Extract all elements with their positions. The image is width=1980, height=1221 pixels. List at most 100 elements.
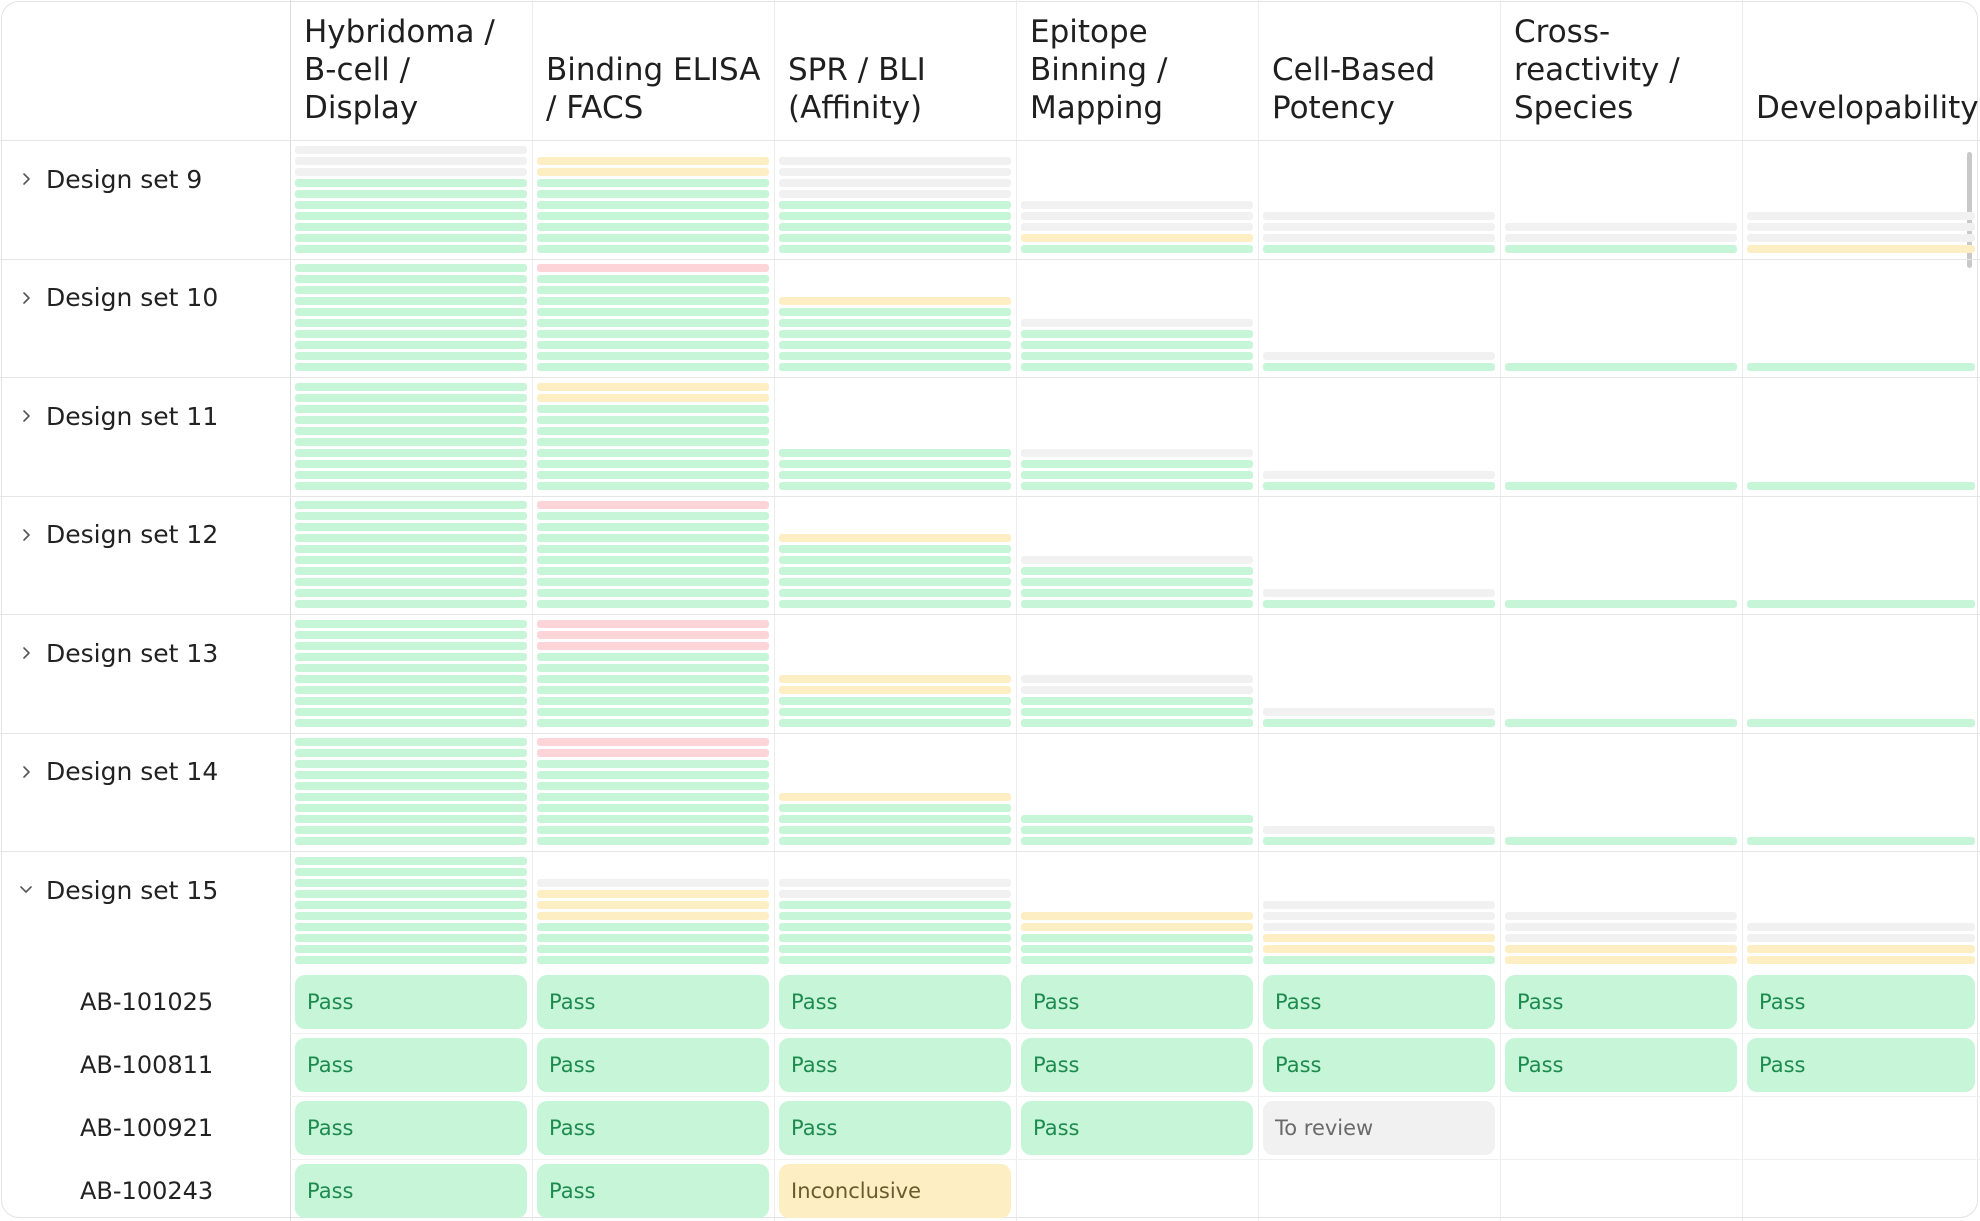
- status-bar-to-review[interactable]: [1505, 922, 1737, 931]
- design-set-row-header[interactable]: Design set 11: [0, 386, 290, 446]
- status-bar-inconclusive[interactable]: [537, 911, 769, 920]
- status-bar-pass[interactable]: [1021, 481, 1253, 490]
- status-bar-pass[interactable]: [779, 459, 1011, 468]
- status-bar-pass[interactable]: [295, 804, 527, 812]
- result-pill-pass[interactable]: Pass: [779, 1037, 1011, 1092]
- status-bar-pass[interactable]: [779, 448, 1011, 457]
- chevron-right-icon[interactable]: [13, 403, 39, 429]
- status-bar-fail[interactable]: [537, 641, 769, 650]
- status-bar-to-review[interactable]: [1747, 933, 1975, 942]
- status-bar-pass[interactable]: [1021, 944, 1253, 953]
- status-bar-pass[interactable]: [1021, 955, 1253, 964]
- status-bar-pass[interactable]: [1021, 459, 1253, 468]
- status-bar-pass[interactable]: [1021, 244, 1253, 253]
- status-bar-pass[interactable]: [295, 567, 527, 575]
- column-header[interactable]: Cross- reactivity / Species: [1500, 0, 1742, 139]
- result-pill-pass[interactable]: Pass: [779, 974, 1011, 1029]
- status-bar-to-review[interactable]: [1263, 222, 1495, 231]
- status-bar-pass[interactable]: [779, 589, 1011, 597]
- status-bar-pass[interactable]: [295, 330, 527, 338]
- column-header[interactable]: Developability: [1742, 0, 1980, 139]
- chevron-right-icon[interactable]: [13, 166, 39, 192]
- status-bar-pass[interactable]: [1505, 718, 1737, 727]
- status-bar-pass[interactable]: [537, 437, 769, 446]
- status-bar-inconclusive[interactable]: [779, 685, 1011, 694]
- status-bar-pass[interactable]: [779, 481, 1011, 490]
- status-bar-pass[interactable]: [537, 578, 769, 586]
- status-bar-to-review[interactable]: [1021, 200, 1253, 209]
- status-bar-pass[interactable]: [1505, 481, 1737, 490]
- status-bar-to-review[interactable]: [1263, 352, 1495, 360]
- status-bar-inconclusive[interactable]: [1021, 233, 1253, 242]
- status-bar-pass[interactable]: [537, 771, 769, 779]
- status-bar-pass[interactable]: [537, 685, 769, 694]
- column-header[interactable]: Binding ELISA / FACS: [532, 0, 774, 139]
- status-bar-pass[interactable]: [295, 308, 527, 316]
- status-bar-pass[interactable]: [295, 481, 527, 490]
- status-bar-inconclusive[interactable]: [537, 167, 769, 176]
- status-bar-pass[interactable]: [537, 352, 769, 360]
- design-set-row-header[interactable]: Design set 12: [0, 505, 290, 565]
- status-bar-pass[interactable]: [295, 448, 527, 457]
- status-bar-pass[interactable]: [295, 297, 527, 305]
- status-bar-pass[interactable]: [537, 815, 769, 823]
- status-bar-pass[interactable]: [537, 330, 769, 338]
- status-bar-to-review[interactable]: [1263, 922, 1495, 931]
- status-bar-pass[interactable]: [295, 534, 527, 542]
- status-bar-pass[interactable]: [537, 459, 769, 468]
- status-bar-pass[interactable]: [295, 382, 527, 391]
- status-bar-pass[interactable]: [295, 922, 527, 931]
- status-bar-pass[interactable]: [295, 178, 527, 187]
- status-bar-pass[interactable]: [295, 545, 527, 553]
- result-pill-pass[interactable]: Pass: [537, 1163, 769, 1218]
- status-bar-pass[interactable]: [1263, 363, 1495, 371]
- status-bar-pass[interactable]: [779, 911, 1011, 920]
- status-bar-to-review[interactable]: [1505, 911, 1737, 920]
- status-bar-pass[interactable]: [1263, 718, 1495, 727]
- chevron-right-icon[interactable]: [13, 522, 39, 548]
- status-bar-pass[interactable]: [295, 815, 527, 823]
- status-bar-to-review[interactable]: [1747, 233, 1975, 242]
- status-bar-pass[interactable]: [1021, 815, 1253, 823]
- column-header[interactable]: SPR / BLI (Affinity): [774, 0, 1016, 139]
- status-bar-pass[interactable]: [1747, 718, 1975, 727]
- status-bar-pass[interactable]: [295, 233, 527, 242]
- candidate-id[interactable]: AB-101025: [80, 987, 214, 1016]
- status-bar-pass[interactable]: [537, 663, 769, 672]
- status-bar-pass[interactable]: [779, 600, 1011, 608]
- status-bar-inconclusive[interactable]: [537, 889, 769, 898]
- chevron-right-icon[interactable]: [13, 759, 39, 785]
- status-bar-pass[interactable]: [537, 426, 769, 435]
- status-bar-pass[interactable]: [1021, 470, 1253, 479]
- status-bar-inconclusive[interactable]: [1021, 922, 1253, 931]
- status-bar-pass[interactable]: [295, 578, 527, 586]
- status-bar-pass[interactable]: [537, 244, 769, 253]
- status-bar-pass[interactable]: [537, 512, 769, 520]
- status-bar-pass[interactable]: [295, 415, 527, 424]
- status-bar-to-review[interactable]: [1263, 900, 1495, 909]
- candidate-id[interactable]: AB-100811: [80, 1050, 214, 1079]
- status-bar-fail[interactable]: [537, 501, 769, 509]
- column-header[interactable]: Cell-Based Potency: [1258, 0, 1500, 139]
- status-bar-to-review[interactable]: [1505, 933, 1737, 942]
- status-bar-inconclusive[interactable]: [779, 674, 1011, 683]
- status-bar-pass[interactable]: [779, 707, 1011, 716]
- candidate-id[interactable]: AB-100243: [80, 1176, 214, 1205]
- status-bar-to-review[interactable]: [1505, 222, 1737, 231]
- status-bar-pass[interactable]: [537, 545, 769, 553]
- status-bar-inconclusive[interactable]: [537, 382, 769, 391]
- status-bar-pass[interactable]: [295, 696, 527, 705]
- status-bar-pass[interactable]: [779, 578, 1011, 586]
- design-set-row-header[interactable]: Design set 15: [0, 860, 290, 920]
- status-bar-pass[interactable]: [1021, 578, 1253, 586]
- status-bar-pass[interactable]: [779, 319, 1011, 327]
- status-bar-to-review[interactable]: [779, 189, 1011, 198]
- status-bar-pass[interactable]: [295, 674, 527, 683]
- status-bar-pass[interactable]: [779, 244, 1011, 253]
- status-bar-pass[interactable]: [537, 470, 769, 479]
- status-bar-pass[interactable]: [537, 589, 769, 597]
- status-bar-pass[interactable]: [537, 189, 769, 198]
- status-bar-pass[interactable]: [295, 426, 527, 435]
- status-bar-pass[interactable]: [1263, 481, 1495, 490]
- status-bar-pass[interactable]: [537, 696, 769, 705]
